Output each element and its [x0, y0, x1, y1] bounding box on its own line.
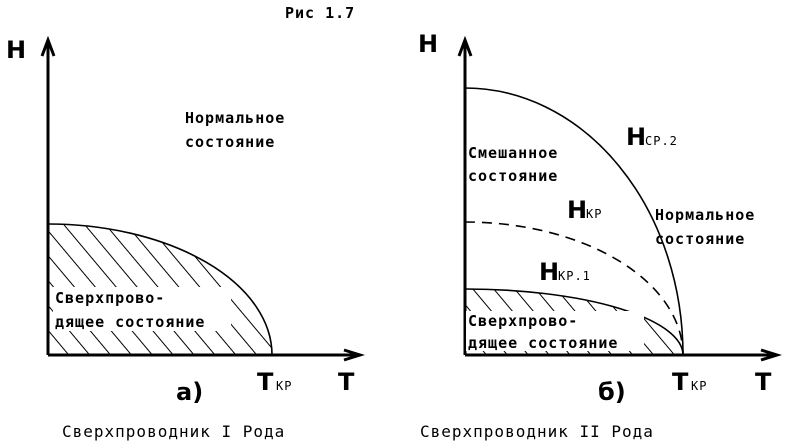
critical-temp-subscript: КР [276, 379, 292, 393]
hkp-curve [464, 221, 684, 356]
region-text: Сверхпрово- [55, 289, 165, 307]
region-text: дящее состояние [468, 334, 618, 352]
curve-subscript: СР.2 [645, 134, 678, 148]
curve-subscript: КР.1 [558, 269, 591, 283]
x-axis [48, 348, 366, 362]
region-text: Сверхпрово- [468, 312, 578, 330]
hkp1-curve [464, 288, 684, 356]
y-axis [457, 35, 473, 355]
critical-temp-symbol: T [257, 368, 274, 396]
region-text: состояние [655, 230, 745, 248]
curve-subscript: КР [586, 207, 602, 221]
region-text: Нормальное [655, 206, 755, 224]
x-axis-label: T [338, 368, 355, 396]
critical-curve [47, 223, 273, 356]
hcp2-curve [464, 87, 684, 356]
x-axis [465, 348, 783, 362]
curve-symbol: H [539, 258, 559, 286]
critical-temp-subscript: КР [691, 379, 707, 393]
y-axis [40, 35, 56, 355]
curve-symbol: H [626, 123, 646, 151]
region-text: состояние [185, 133, 275, 151]
label-background [53, 287, 231, 331]
panel-caption: Сверхпроводник II Рода [420, 422, 654, 441]
panel-label: а) [176, 378, 203, 406]
panel-caption: Сверхпроводник I Рода [62, 422, 285, 441]
panel-left: H T T КР Нормальное состояние Сверхпрово… [6, 35, 366, 441]
y-axis-label: H [6, 36, 26, 64]
region-text: состояние [468, 167, 558, 185]
region-text: дящее состояние [55, 313, 205, 331]
critical-temp-symbol: T [672, 368, 689, 396]
region-text: Смешанное [468, 144, 558, 162]
x-axis-label: T [755, 368, 772, 396]
y-axis-label: H [418, 30, 438, 58]
panel-label: б) [598, 378, 626, 406]
label-background [466, 311, 644, 351]
panel-right: H T T КР H СР.2 H КР H КР.1 Смешанное со… [418, 30, 783, 441]
curve-symbol: H [567, 196, 587, 224]
region-text: Нормальное [185, 109, 285, 127]
figure-title: Рис 1.7 [285, 4, 355, 22]
